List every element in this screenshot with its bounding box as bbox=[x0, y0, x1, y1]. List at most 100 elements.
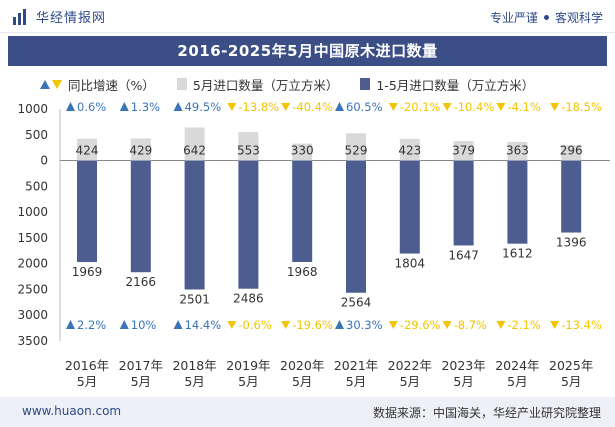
down-triangle-icon bbox=[388, 103, 398, 111]
cumulative-bar bbox=[507, 160, 528, 244]
cumulative-value-label: 1969 bbox=[72, 265, 103, 279]
down-triangle-icon bbox=[281, 103, 291, 111]
cumulative-value-label: 1612 bbox=[502, 247, 533, 261]
down-triangle-icon bbox=[550, 321, 560, 329]
up-triangle-icon bbox=[173, 102, 183, 111]
logo[interactable]: 华经情报网 bbox=[12, 7, 106, 26]
legend-growth-label: 同比增速（%） bbox=[68, 77, 155, 93]
cumulative-value-label: 1396 bbox=[556, 236, 587, 250]
x-tick-label-line: 2021年 bbox=[334, 358, 378, 373]
chart-title: 2016-2025年5月中国原木进口数量 bbox=[8, 36, 607, 66]
down-triangle-icon bbox=[227, 103, 237, 111]
x-tick-label-line: 5月 bbox=[131, 374, 151, 389]
x-tick-label: 2017年 5月 bbox=[119, 358, 163, 389]
cumulative-value-label: 2501 bbox=[179, 292, 210, 306]
cumulative-value-label: 1647 bbox=[448, 248, 479, 262]
may-value-label: 379 bbox=[452, 144, 475, 158]
bar-chart: 1000 500 0 500 1000 1500 2000 2500 3000 3500 424 19… bbox=[17, 100, 610, 389]
x-tick-label: 2021年 5月 bbox=[334, 358, 378, 389]
legend-may: 5月进口数量（万立方米） bbox=[176, 75, 339, 94]
x-tick-label-line: 5月 bbox=[77, 374, 97, 389]
x-tick-label: 2018年 5月 bbox=[172, 358, 216, 389]
down-triangle-icon bbox=[496, 103, 506, 111]
cumulative-growth-label: 30.3% bbox=[346, 318, 383, 332]
may-bar bbox=[184, 127, 205, 161]
y-tick-label: 3500 bbox=[17, 334, 48, 348]
may-bar bbox=[453, 141, 474, 161]
x-tick-label-line: 2017年 bbox=[119, 358, 163, 373]
cumulative-value-label: 2564 bbox=[341, 296, 372, 310]
may-value-label: 553 bbox=[237, 144, 260, 158]
may-bar bbox=[292, 143, 313, 161]
legend-growth: 同比增速（%） bbox=[40, 75, 155, 94]
may-growth-label: 0.6% bbox=[77, 100, 106, 114]
cumulative-growth-label: 2.2% bbox=[77, 318, 106, 332]
may-growth-label: -4.1% bbox=[507, 100, 540, 114]
may-bar bbox=[130, 138, 151, 161]
x-tick-label: 2019年 5月 bbox=[226, 358, 270, 389]
legend-cumulative-label: 1-5月进口数量（万立方米） bbox=[376, 77, 535, 93]
up-triangle-icon bbox=[66, 320, 75, 329]
x-tick-label-line: 5月 bbox=[453, 374, 473, 389]
legend-may-label: 5月进口数量（万立方米） bbox=[192, 77, 339, 93]
x-tick-label-line: 5月 bbox=[238, 374, 258, 389]
may-bar bbox=[507, 141, 528, 161]
y-tick-label: 2000 bbox=[17, 257, 48, 271]
up-triangle-icon bbox=[40, 79, 50, 89]
logo-text: 华经情报网 bbox=[36, 11, 107, 26]
chart-legend: 同比增速（%） 5月进口数量（万立方米） 1-5月进口数量（万立方米） bbox=[40, 74, 600, 94]
cumulative-bar bbox=[453, 160, 474, 246]
cumulative-bar bbox=[346, 160, 366, 293]
down-triangle-icon bbox=[550, 103, 560, 111]
may-growth-label: 60.5% bbox=[346, 100, 383, 114]
may-growth-label: -10.4% bbox=[454, 100, 495, 114]
cumulative-growth-label: -0.6% bbox=[238, 318, 271, 332]
y-tick-label: 500 bbox=[25, 179, 48, 193]
cumulative-bar bbox=[238, 160, 259, 289]
cumulative-growth-label: 10% bbox=[131, 318, 157, 332]
x-tick-label-line: 5月 bbox=[184, 374, 204, 389]
cumulative-value-label: 1804 bbox=[395, 257, 426, 271]
y-tick-label: 1000 bbox=[17, 102, 48, 116]
cumulative-bar bbox=[292, 160, 313, 263]
x-tick-label-line: 2018年 bbox=[172, 358, 216, 373]
slogan-dot bbox=[543, 15, 549, 20]
y-tick-label: 2500 bbox=[17, 282, 48, 296]
cumulative-value-label: 1968 bbox=[287, 265, 318, 279]
cumulative-bar bbox=[399, 160, 420, 254]
up-triangle-icon bbox=[119, 320, 129, 329]
down-triangle-icon bbox=[52, 79, 62, 89]
cumulative-growth-label: -13.4% bbox=[561, 318, 602, 332]
x-tick-label: 2025年 5月 bbox=[549, 358, 593, 389]
up-triangle-icon bbox=[335, 102, 344, 111]
x-tick-label-line: 2024年 bbox=[495, 358, 539, 373]
bar-logo-icon bbox=[13, 8, 26, 25]
x-tick-label-line: 2025年 bbox=[549, 358, 593, 373]
may-growth-label: 1.3% bbox=[131, 100, 160, 114]
may-growth-label: -20.1% bbox=[400, 100, 441, 114]
may-bar bbox=[561, 145, 582, 161]
cumulative-growth-label: -19.6% bbox=[292, 318, 333, 332]
down-triangle-icon bbox=[496, 321, 506, 329]
may-value-label: 330 bbox=[291, 144, 314, 158]
slogan: 专业严谨 客观科学 bbox=[490, 9, 603, 26]
cumulative-growth-label: -29.6% bbox=[400, 318, 441, 332]
may-value-label: 429 bbox=[129, 144, 152, 158]
down-triangle-icon bbox=[281, 321, 291, 329]
legend-cumulative-swatch bbox=[360, 78, 371, 90]
y-tick-label: 1500 bbox=[17, 231, 48, 245]
x-tick-label-line: 5月 bbox=[292, 374, 312, 389]
cumulative-bar bbox=[561, 160, 582, 233]
footer-website[interactable]: www.huaon.com bbox=[22, 404, 122, 418]
x-tick-label-line: 5月 bbox=[507, 374, 527, 389]
footer-source: 数据来源：中国海关，华经产业研究院整理 bbox=[372, 406, 601, 420]
x-tick-label: 2024年 5月 bbox=[495, 358, 539, 389]
x-tick-label: 2016年 5月 bbox=[65, 358, 109, 389]
y-tick-label: 1000 bbox=[17, 205, 48, 219]
may-bar bbox=[399, 138, 420, 161]
down-triangle-icon bbox=[388, 321, 398, 329]
x-tick-label-line: 2019年 bbox=[226, 358, 270, 373]
down-triangle-icon bbox=[227, 321, 237, 329]
may-value-label: 423 bbox=[398, 144, 421, 158]
x-tick-label-line: 2016年 bbox=[65, 358, 109, 373]
